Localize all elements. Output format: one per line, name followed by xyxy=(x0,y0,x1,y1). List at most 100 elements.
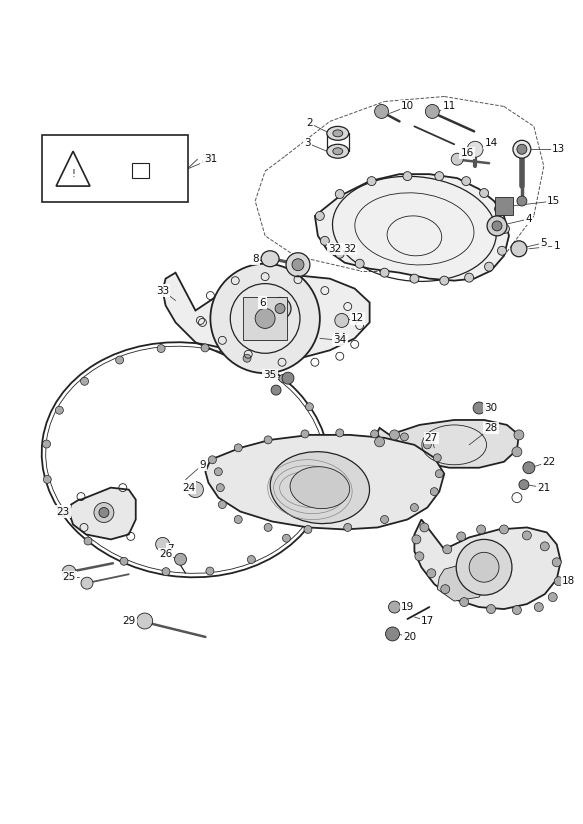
Text: 13: 13 xyxy=(552,144,566,154)
Circle shape xyxy=(216,484,224,492)
Circle shape xyxy=(412,535,421,544)
Circle shape xyxy=(367,176,376,185)
Circle shape xyxy=(436,470,443,478)
Circle shape xyxy=(473,402,485,414)
Circle shape xyxy=(174,554,187,565)
Circle shape xyxy=(321,471,328,480)
Circle shape xyxy=(494,204,504,213)
Circle shape xyxy=(255,308,275,329)
Text: 23: 23 xyxy=(57,507,70,517)
Circle shape xyxy=(381,516,388,523)
Circle shape xyxy=(319,436,328,444)
Circle shape xyxy=(441,585,449,593)
Circle shape xyxy=(219,500,226,508)
Text: 34: 34 xyxy=(333,334,346,344)
Circle shape xyxy=(335,250,344,258)
Text: !: ! xyxy=(71,169,75,179)
Circle shape xyxy=(336,429,344,437)
Circle shape xyxy=(548,592,557,602)
Circle shape xyxy=(459,597,469,606)
Circle shape xyxy=(208,456,216,464)
Circle shape xyxy=(335,313,349,327)
Circle shape xyxy=(523,461,535,474)
FancyBboxPatch shape xyxy=(495,197,513,215)
Circle shape xyxy=(517,144,527,154)
Circle shape xyxy=(247,555,255,564)
Circle shape xyxy=(554,577,563,586)
Text: 3: 3 xyxy=(304,138,311,148)
Circle shape xyxy=(522,531,531,540)
Text: 35: 35 xyxy=(264,370,277,380)
Text: 24: 24 xyxy=(182,483,195,493)
Circle shape xyxy=(540,542,549,550)
Circle shape xyxy=(477,525,486,534)
Circle shape xyxy=(487,216,507,236)
Circle shape xyxy=(519,480,529,489)
Polygon shape xyxy=(415,519,561,609)
Text: 32: 32 xyxy=(328,244,342,254)
Circle shape xyxy=(512,606,521,615)
Text: 15: 15 xyxy=(547,196,560,206)
Circle shape xyxy=(335,190,344,199)
Circle shape xyxy=(210,264,320,373)
Polygon shape xyxy=(163,273,370,360)
Text: 10: 10 xyxy=(401,101,414,111)
Circle shape xyxy=(467,141,483,157)
Circle shape xyxy=(271,385,281,395)
Circle shape xyxy=(440,276,449,285)
Ellipse shape xyxy=(290,466,350,508)
Circle shape xyxy=(188,482,203,498)
Text: 12: 12 xyxy=(351,313,364,324)
Circle shape xyxy=(401,433,409,441)
Circle shape xyxy=(456,540,512,595)
Circle shape xyxy=(497,246,507,255)
Circle shape xyxy=(321,236,329,246)
Circle shape xyxy=(264,436,272,444)
Text: 34: 34 xyxy=(333,335,346,345)
Polygon shape xyxy=(69,488,136,540)
Circle shape xyxy=(279,375,287,382)
Circle shape xyxy=(500,224,510,233)
Circle shape xyxy=(43,440,51,448)
Polygon shape xyxy=(56,152,90,186)
Circle shape xyxy=(157,344,165,353)
Ellipse shape xyxy=(270,452,370,523)
Circle shape xyxy=(234,444,242,452)
Circle shape xyxy=(283,534,290,542)
Text: 22: 22 xyxy=(542,456,556,466)
Circle shape xyxy=(269,297,291,320)
Text: 19: 19 xyxy=(401,602,414,612)
Text: 26: 26 xyxy=(159,550,172,559)
Circle shape xyxy=(304,526,312,533)
Text: 25: 25 xyxy=(62,572,76,583)
Circle shape xyxy=(388,601,401,613)
Text: 6: 6 xyxy=(259,297,265,307)
Circle shape xyxy=(275,303,285,313)
Circle shape xyxy=(514,430,524,440)
Circle shape xyxy=(137,613,153,629)
Circle shape xyxy=(433,454,441,461)
Circle shape xyxy=(415,552,424,561)
FancyBboxPatch shape xyxy=(243,297,287,340)
Circle shape xyxy=(423,441,431,449)
Circle shape xyxy=(94,503,114,522)
FancyBboxPatch shape xyxy=(132,162,149,178)
Circle shape xyxy=(99,508,109,517)
Circle shape xyxy=(371,430,378,438)
Circle shape xyxy=(120,557,128,565)
Circle shape xyxy=(552,558,561,567)
Circle shape xyxy=(162,568,170,576)
Text: 33: 33 xyxy=(156,286,169,296)
Polygon shape xyxy=(378,420,519,468)
Circle shape xyxy=(43,475,51,484)
Text: 11: 11 xyxy=(442,101,456,111)
Text: 27: 27 xyxy=(424,433,438,442)
Circle shape xyxy=(115,356,124,364)
Text: 29: 29 xyxy=(122,616,135,626)
Text: 4: 4 xyxy=(525,214,532,224)
Circle shape xyxy=(389,430,399,440)
Circle shape xyxy=(156,537,170,551)
Circle shape xyxy=(430,488,438,495)
Circle shape xyxy=(375,437,385,447)
Circle shape xyxy=(435,171,444,180)
